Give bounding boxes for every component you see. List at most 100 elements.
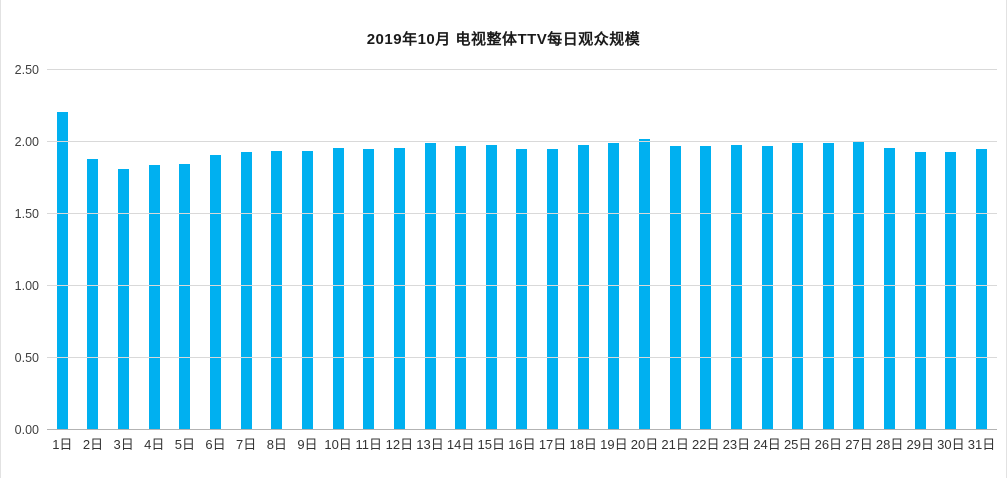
x-tick-label: 3日	[113, 437, 134, 452]
bar	[485, 144, 497, 430]
bar-slot	[507, 70, 538, 430]
gridline	[47, 141, 997, 142]
bar-slot	[782, 70, 813, 430]
bar-slot	[78, 70, 109, 430]
bar-slot	[170, 70, 201, 430]
bar-slot	[660, 70, 691, 430]
chart-title: 2019年10月 电视整体TTV每日观众规模	[366, 31, 641, 48]
bar	[853, 142, 865, 430]
y-tick-label: 0.50	[14, 351, 39, 365]
bar-slot	[323, 70, 354, 430]
bar	[393, 147, 405, 430]
x-tick-label: 18日	[569, 437, 597, 452]
y-axis: 0.00 0.50 1.00 1.50 2.00 2.50	[1, 63, 41, 437]
x-tick-label: 24日	[753, 437, 781, 452]
x-tick-label: 13日	[416, 437, 444, 452]
x-tick-label: 25日	[783, 437, 812, 452]
bar	[547, 149, 559, 430]
bar-slot	[752, 70, 783, 430]
x-tick-label: 10日	[324, 437, 352, 452]
y-tick-label: 1.00	[14, 279, 39, 293]
gridline	[47, 69, 997, 70]
x-tick-label: 7日	[236, 437, 257, 452]
x-tick-label: 2日	[82, 437, 104, 452]
bar	[516, 149, 528, 430]
bar-slot	[200, 70, 231, 430]
bars	[47, 70, 997, 430]
x-tick-label: 15日	[477, 437, 506, 452]
bar	[455, 146, 467, 430]
y-tick-label: 2.50	[14, 63, 39, 77]
bar	[945, 152, 957, 430]
bar-slot	[384, 70, 415, 430]
gridline	[47, 357, 997, 358]
plot-area	[47, 69, 997, 430]
bar	[730, 144, 742, 430]
x-tick-label: 23日	[722, 437, 751, 452]
bar-slot	[292, 70, 323, 430]
x-tick-label: 5日	[174, 437, 195, 452]
x-tick-label: 27日	[845, 437, 873, 452]
bar	[148, 165, 160, 430]
bar	[424, 143, 436, 430]
bar-slot	[936, 70, 967, 430]
x-tick-label: 4日	[144, 437, 165, 452]
bar	[87, 159, 99, 430]
bar	[271, 150, 283, 430]
bar	[976, 149, 988, 430]
bar-slot	[844, 70, 875, 430]
x-tick-label: 30日	[937, 437, 965, 452]
bar	[363, 149, 375, 430]
bar	[792, 143, 804, 430]
x-tick-label: 28日	[875, 437, 904, 452]
bar	[822, 143, 834, 430]
x-tick-label: 21日	[661, 437, 689, 452]
bar-slot	[874, 70, 905, 430]
x-tick-label: 8日	[266, 437, 287, 452]
bar-slot	[139, 70, 170, 430]
y-tick-label: 1.50	[14, 207, 39, 221]
bar	[301, 150, 313, 430]
x-tick-label: 16日	[508, 437, 536, 452]
x-tick-label: 1日	[52, 437, 73, 452]
bar-slot	[108, 70, 139, 430]
bar-slot	[690, 70, 721, 430]
bar	[669, 146, 681, 430]
x-tick-label: 20日	[630, 437, 659, 452]
bar	[118, 169, 130, 430]
bar-slot	[905, 70, 936, 430]
bar	[761, 146, 773, 430]
bar-slot	[721, 70, 752, 430]
x-tick-label: 14日	[446, 437, 475, 452]
bar-slot	[966, 70, 997, 430]
x-tick-label: 12日	[385, 437, 414, 452]
bar-slot	[231, 70, 262, 430]
bar	[608, 143, 620, 430]
x-tick-label: 22日	[692, 437, 720, 452]
bar	[56, 111, 68, 430]
x-tick-label: 11日	[355, 437, 382, 452]
bar-slot	[568, 70, 599, 430]
bar	[638, 139, 650, 430]
bar	[884, 147, 896, 430]
gridline	[47, 213, 997, 214]
bar-slot	[445, 70, 476, 430]
bar	[210, 154, 222, 430]
bar-slot	[537, 70, 568, 430]
bar-slot	[599, 70, 630, 430]
bar-slot	[813, 70, 844, 430]
bar-slot	[261, 70, 292, 430]
x-tick-label: 29日	[906, 437, 934, 452]
bar	[179, 163, 191, 430]
x-tick-label: 31日	[967, 437, 996, 452]
x-axis: 1日 2日 3日 4日 5日 6日 7日 8日 9日 10日 11日 12日 13日 14日 15日 16日 1…	[47, 434, 997, 454]
x-tick-label: 9日	[297, 437, 318, 452]
bar-slot	[47, 70, 78, 430]
x-tick-label: 17日	[538, 437, 567, 452]
x-tick-label: 6日	[205, 437, 226, 452]
bar	[577, 144, 589, 430]
bar	[914, 152, 926, 430]
bar-slot	[353, 70, 384, 430]
x-tick-label: 26日	[814, 437, 843, 452]
